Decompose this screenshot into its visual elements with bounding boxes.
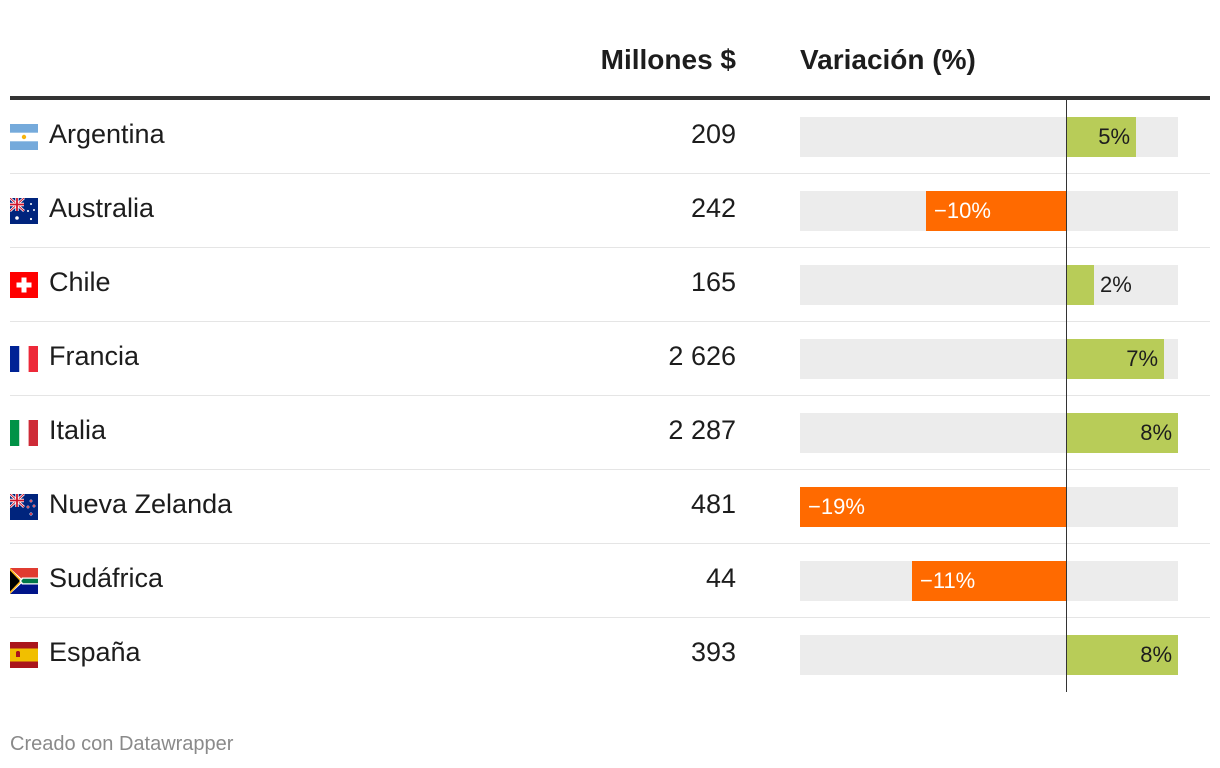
table-row[interactable]: Argentina 209 5% [10,100,1210,174]
millions-value: 165 [690,267,736,297]
millions-value: 393 [690,637,736,667]
variation-bar-positive [1066,635,1178,675]
millions-value: 209 [690,119,736,149]
variation-bar-track [800,265,1178,305]
variation-bar-negative [800,487,1066,527]
variation-label: −10% [934,198,991,223]
variation-label: −11% [920,568,976,593]
italy-flag-icon [10,420,38,446]
variation-bar-positive [1066,339,1164,379]
country-name: Australia [49,193,155,223]
country-name: Nueva Zelanda [49,489,233,519]
country-name: Francia [49,341,140,371]
table-row[interactable]: Australia 242 −10% [10,174,1210,248]
zero-axis-line [1066,100,1067,692]
country-name: Argentina [49,119,165,149]
france-flag-icon [10,346,38,372]
data-table: Millones $ Variación (%) Argentina 209 5% A… [10,0,1210,692]
variation-bar-positive [1066,265,1094,305]
variation-label: −19% [808,494,865,519]
column-header-variation[interactable]: Variación (%) [800,44,976,75]
variation-bar-positive [1066,413,1178,453]
variation-label: 8% [1140,642,1172,667]
millions-value: 481 [690,489,736,519]
table-row[interactable]: Nueva Zelanda 481 −19% [10,470,1210,544]
country-name: Chile [49,267,111,297]
millions-value: 44 [705,563,736,593]
column-header-millions[interactable]: Millones $ [600,44,736,75]
spain-flag-icon [10,642,38,668]
millions-value: 242 [690,193,736,223]
country-name: España [49,637,141,667]
new-zealand-flag-icon [10,494,38,520]
table-row[interactable]: Francia 2 626 7% [10,322,1210,396]
variation-label: 7% [1126,346,1158,371]
variation-label: 5% [1098,124,1130,149]
table-row[interactable]: Italia 2 287 8% [10,396,1210,470]
switzerland-flag-icon [10,272,38,298]
table-body: Argentina 209 5% Australia 242 −10% Chile 165 2%… [10,100,1210,692]
millions-value: 2 287 [668,415,736,445]
variation-label: 2% [1100,272,1132,297]
variation-bar-positive [1066,117,1136,157]
footer-credit[interactable]: Creado con Datawrapper [10,733,234,755]
millions-value: 2 626 [668,341,736,371]
australia-flag-icon [10,198,38,224]
table-row[interactable]: Chile 165 2% [10,248,1210,322]
south-africa-flag-icon [10,568,38,594]
argentina-flag-icon [10,124,38,150]
country-name: Sudáfrica [49,563,164,593]
variation-bar-negative [926,191,1066,231]
variation-label: 8% [1140,420,1172,445]
variation-bar-negative [912,561,1066,601]
country-name: Italia [49,415,107,445]
table-header: Millones $ Variación (%) [10,0,1210,100]
table-row[interactable]: Sudáfrica 44 −11% [10,544,1210,618]
table-row[interactable]: España 393 8% [10,618,1210,692]
